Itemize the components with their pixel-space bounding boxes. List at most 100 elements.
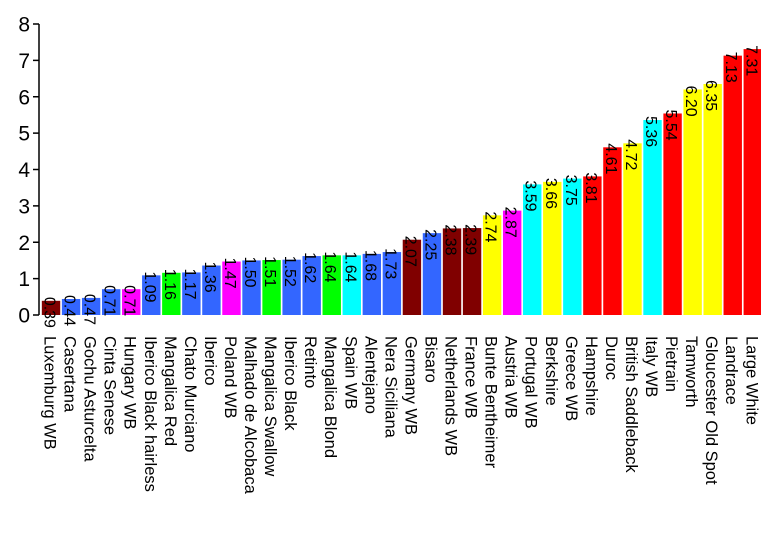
bar	[523, 184, 542, 315]
bar	[663, 113, 682, 315]
y-tick-label: 0	[18, 305, 30, 328]
bar	[342, 255, 361, 315]
bar-value-label: 2.07	[401, 236, 418, 267]
category-label: Hampshire	[582, 336, 600, 416]
y-axis: 0 1 2 3 4 5 6 7 8	[18, 14, 40, 328]
category-label: Iberico Black hairless	[141, 336, 159, 492]
bar	[482, 215, 502, 315]
bar	[81, 297, 101, 315]
category-label: Large White	[742, 336, 760, 425]
bar	[442, 228, 462, 315]
category-label: Malhado de Alcobaca	[241, 336, 259, 495]
bar	[262, 260, 281, 315]
bar	[322, 255, 341, 315]
bar	[242, 260, 261, 315]
bar	[422, 233, 442, 315]
bar	[543, 181, 562, 315]
category-label: Duroc	[602, 336, 620, 380]
category-label: Landrace	[722, 336, 740, 405]
category-label: Mangalica Blond	[321, 336, 339, 458]
category-labels: Luxemburg WB Casertana Gochu Asturcelta Cin…	[41, 336, 761, 495]
bar-value-label: 3.75	[562, 175, 579, 206]
bar-value-label: 2.38	[442, 224, 459, 255]
bar	[202, 265, 221, 315]
bar	[583, 176, 602, 315]
bar-value-label: 2.74	[482, 211, 499, 242]
y-tick-label: 5	[18, 123, 30, 146]
bar	[643, 120, 662, 315]
bar-value-label: 1.36	[201, 262, 218, 293]
bar	[402, 239, 422, 315]
category-label: Italy WB	[642, 336, 660, 397]
category-label: Hungary WB	[121, 336, 139, 430]
category-label: Portugal WB	[522, 336, 540, 429]
bar-value-label: 0.71	[121, 285, 138, 316]
category-label: Gochu Asturcelta	[81, 336, 99, 462]
category-label: Tamworth	[682, 336, 700, 408]
bar-value-label: 1.73	[381, 248, 398, 279]
category-label: Austria WB	[502, 336, 520, 419]
bar	[502, 210, 522, 315]
category-label: Casertana	[61, 336, 79, 413]
category-label: Nera Siciliana	[381, 336, 399, 439]
bar-value-label: 1.50	[241, 256, 258, 287]
bar	[142, 275, 161, 315]
bar	[623, 143, 642, 315]
bar-value-label: 6.35	[702, 80, 719, 111]
value-labels: 0.39 0.44 0.47 0.71 0.71 1.09 1.16 1.17 1.36 1.47…	[41, 45, 760, 328]
category-label: Cinta Senese	[101, 336, 119, 435]
category-label: Bunte Bentheimer	[482, 336, 500, 469]
bar	[182, 272, 201, 315]
category-label: Retinto	[301, 336, 319, 388]
category-label: Gloucester Old Spot	[702, 336, 720, 485]
bar-value-label: 1.09	[141, 271, 158, 302]
bar	[302, 256, 321, 315]
category-label: Poland WB	[221, 336, 239, 419]
category-label: Spain WB	[341, 336, 359, 409]
category-label: France WB	[462, 336, 480, 419]
category-label: Iberico	[201, 336, 219, 386]
category-label: Pietrain	[662, 336, 680, 392]
bar	[723, 55, 742, 316]
bar-value-label: 0.44	[61, 295, 78, 326]
bar-value-label: 1.64	[321, 251, 338, 282]
bar	[563, 178, 582, 315]
category-label: Greece WB	[562, 336, 580, 421]
bar	[603, 147, 622, 315]
bar	[382, 252, 402, 315]
y-tick-label: 4	[18, 159, 30, 182]
bar-value-label: 2.39	[462, 224, 479, 255]
bar-value-label: 6.20	[682, 85, 699, 116]
bar-value-label: 5.54	[662, 109, 679, 140]
y-tick-label: 6	[18, 86, 30, 109]
bar	[282, 259, 301, 315]
bar-value-label: 1.68	[361, 250, 378, 281]
category-label: Alentejano	[361, 336, 379, 414]
bar-value-label: 1.64	[341, 251, 358, 282]
bar-value-label: 7.31	[742, 45, 759, 76]
bar-value-label: 4.72	[622, 139, 639, 170]
bar-value-label: 4.61	[602, 143, 619, 174]
bar-value-label: 3.59	[522, 180, 539, 211]
bar-value-label: 1.17	[181, 268, 198, 299]
bar-value-label: 3.66	[542, 178, 559, 209]
y-tick-label: 3	[18, 195, 30, 218]
y-tick-label: 2	[18, 232, 30, 255]
y-tick-label: 7	[18, 50, 30, 73]
category-label: Chato Murciano	[181, 336, 199, 452]
bar-value-label: 7.13	[722, 52, 739, 83]
bar	[101, 289, 121, 315]
bar-value-label: 1.51	[261, 256, 278, 287]
bar	[61, 298, 81, 315]
category-label: Berkshire	[542, 336, 560, 406]
bar-value-label: 1.52	[281, 256, 298, 287]
bar	[41, 300, 61, 315]
bar	[743, 49, 761, 315]
category-label: Germany WB	[401, 336, 419, 435]
y-tick-label: 1	[18, 268, 30, 291]
category-label: Netherlands WB	[442, 336, 460, 456]
bar-value-label: 1.16	[161, 269, 178, 300]
category-label: Iberico Black	[281, 336, 299, 431]
category-label: Luxemburg WB	[41, 336, 59, 450]
bar	[683, 89, 702, 315]
